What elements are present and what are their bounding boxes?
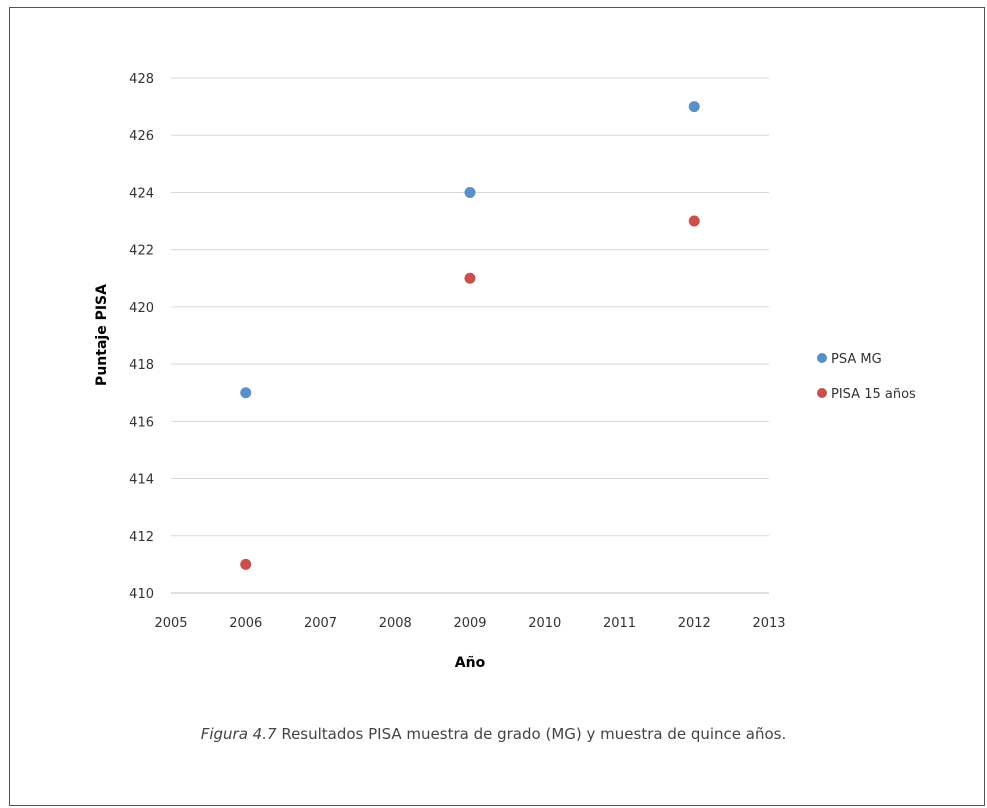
x-tick-label: 2010 (528, 616, 561, 631)
x-axis-title: Año (455, 655, 486, 671)
y-tick-label: 414 (129, 473, 154, 488)
legend-label: PISA 15 años (831, 387, 916, 402)
x-tick-label: 2013 (752, 616, 785, 631)
x-tick-label: 2005 (154, 616, 187, 631)
figure-label: Figura 4.7 (200, 725, 277, 743)
x-tick-label: 2008 (379, 616, 412, 631)
x-tick-label: 2012 (678, 616, 711, 631)
data-point (240, 387, 252, 399)
x-tick-labels: 2005 2006 2007 2008 2009 2010 2011 2012 2013 (154, 616, 785, 631)
y-tick-label: 428 (129, 72, 154, 87)
gridlines (171, 77, 769, 594)
y-tick-label: 418 (129, 358, 154, 373)
y-tick-label: 410 (129, 587, 154, 602)
data-points (240, 101, 700, 570)
y-tick-label: 426 (129, 129, 154, 144)
x-tick-label: 2009 (453, 616, 486, 631)
y-tick-labels: 410 412 414 416 418 420 422 424 426 428 (129, 72, 154, 602)
y-axis-title: Puntaje PISA (94, 284, 110, 386)
y-tick-label: 420 (129, 301, 154, 316)
data-point (464, 272, 476, 284)
legend-label: PSA MG (831, 352, 882, 367)
x-tick-label: 2007 (304, 616, 337, 631)
y-tick-label: 412 (129, 530, 154, 545)
legend: PSA MG PISA 15 años (817, 352, 916, 402)
data-point (688, 101, 700, 113)
data-point (240, 558, 252, 570)
y-tick-label: 416 (129, 415, 154, 430)
y-tick-label: 424 (129, 186, 154, 201)
data-point (688, 215, 700, 227)
figure-caption: Figura 4.7 Resultados PISA muestra de gr… (0, 725, 987, 743)
legend-marker (817, 388, 827, 398)
data-point (464, 186, 476, 198)
x-tick-label: 2006 (229, 616, 262, 631)
y-tick-label: 422 (129, 244, 154, 259)
x-tick-label: 2011 (603, 616, 636, 631)
figure-frame (9, 7, 985, 806)
legend-marker (817, 353, 827, 363)
caption-text: Resultados PISA muestra de grado (MG) y … (276, 725, 787, 743)
